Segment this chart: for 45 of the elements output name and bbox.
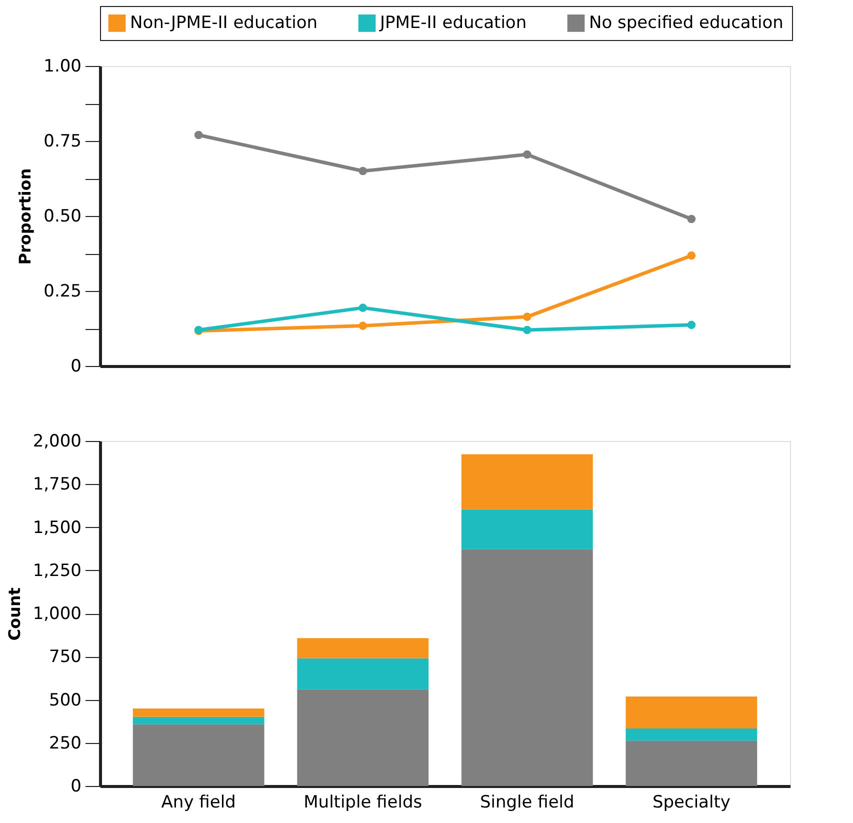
bar [297, 658, 429, 690]
bar [461, 549, 593, 786]
y-tick-label: 1,750 [32, 474, 82, 495]
y-tick-label: 0.50 [44, 206, 82, 226]
y-tick-label: 0 [70, 776, 82, 796]
bar [297, 638, 429, 658]
y-axis-title: Proportion [16, 168, 35, 265]
y-axis-title: Count [4, 587, 24, 641]
bar [297, 689, 429, 786]
bar [132, 716, 264, 724]
bar [626, 740, 758, 786]
y-tick-label: 0.25 [44, 282, 82, 302]
y-tick-label: 2,000 [32, 432, 82, 452]
bar [132, 708, 264, 717]
y-tick-label: 0 [70, 356, 82, 376]
point [358, 166, 368, 176]
y-tick-label: 0.75 [44, 132, 82, 152]
bar [461, 509, 593, 550]
x-tick-label: Single field [480, 792, 574, 812]
y-tick-label: 1.00 [44, 56, 82, 76]
y-tick-label: 250 [49, 733, 82, 754]
y-tick-label: 500 [49, 690, 82, 710]
point [194, 130, 203, 140]
x-tick-label: Multiple fields [304, 792, 422, 812]
point [522, 150, 532, 159]
point [358, 304, 368, 312]
y-tick-label: 750 [49, 647, 82, 668]
x-tick-label: Any field [161, 792, 236, 812]
point [522, 326, 532, 334]
point [687, 320, 696, 330]
bar [132, 724, 264, 786]
y-tick-label: 1,250 [32, 560, 82, 581]
y-tick-label: 1,000 [32, 604, 82, 624]
bar [626, 728, 758, 741]
legend-label: Non-JPME-II education [130, 13, 318, 34]
y-tick-label: 1,500 [32, 518, 82, 538]
legend-label: No specified education [589, 13, 784, 34]
legend-label: JPME-II education [379, 13, 527, 34]
point [522, 312, 532, 321]
point [687, 214, 696, 224]
x-tick-label: Specialty [652, 792, 730, 812]
bar [461, 454, 593, 510]
point [687, 251, 696, 260]
bar [626, 696, 758, 729]
point [358, 322, 368, 330]
